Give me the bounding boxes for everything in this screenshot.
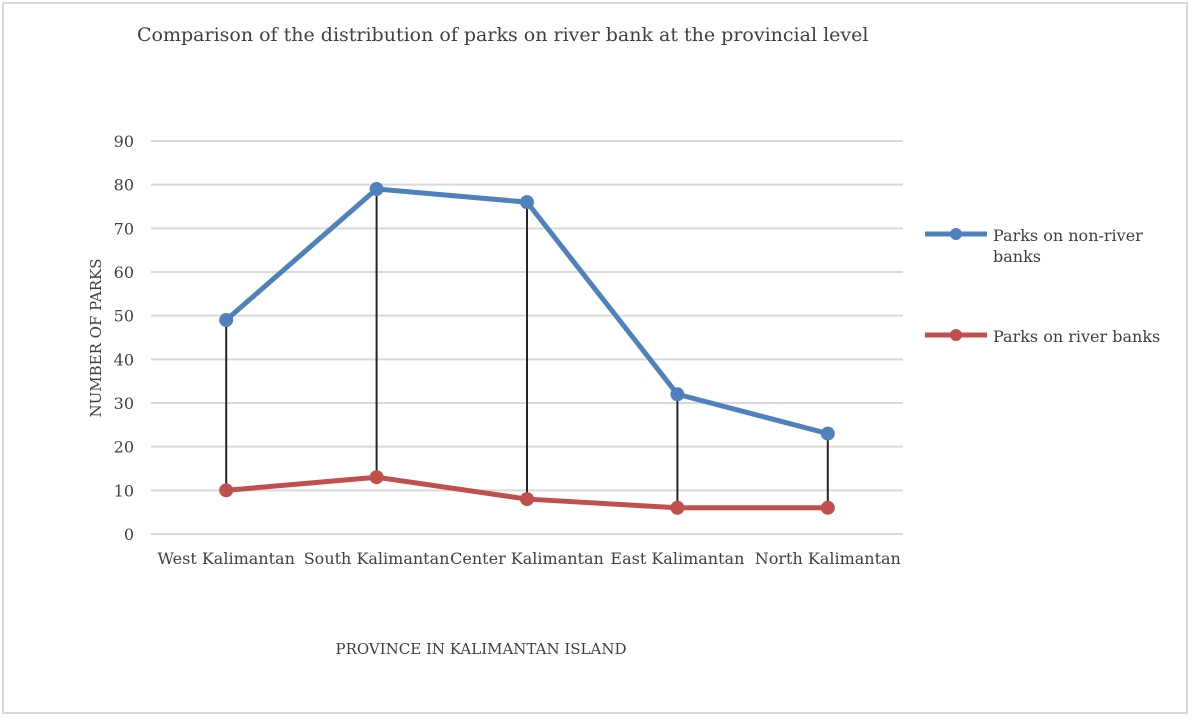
high-low-lines [225, 189, 829, 508]
gridlines [151, 140, 903, 535]
data-point [369, 470, 384, 485]
y-tick-label: 0 [124, 525, 134, 544]
data-point [219, 483, 234, 498]
x-tick-label: Center Kalimantan [450, 549, 604, 568]
series-group [219, 182, 835, 515]
data-point [219, 313, 234, 328]
data-point [520, 195, 534, 210]
legend-marker [950, 329, 962, 341]
data-point [820, 500, 835, 515]
legend-label: banks [993, 247, 1041, 266]
y-tick-label: 20 [114, 438, 134, 457]
y-axis-ticks: 0 10 20 30 40 50 60 70 80 90 [114, 132, 134, 544]
data-point [520, 492, 534, 507]
legend: Parks on non-river banks Parks on river ba… [925, 226, 1160, 346]
y-tick-label: 40 [114, 350, 134, 369]
data-point [369, 182, 384, 197]
y-tick-label: 60 [114, 263, 134, 282]
y-tick-label: 90 [114, 132, 134, 151]
chart-title: Comparison of the distribution of parks … [137, 24, 868, 46]
y-axis-label: NUMBER OF PARKS [87, 259, 105, 418]
x-tick-label: South Kalimantan [304, 549, 450, 568]
x-tick-label: East Kalimantan [610, 549, 744, 568]
legend-label: Parks on river banks [993, 327, 1160, 346]
data-point [820, 426, 835, 441]
y-tick-label: 50 [114, 307, 134, 326]
legend-marker [950, 228, 962, 240]
legend-label: Parks on non-river [993, 226, 1143, 245]
x-tick-label: North Kalimantan [755, 549, 901, 568]
y-tick-label: 30 [114, 394, 134, 413]
x-tick-label: West Kalimantan [158, 549, 295, 568]
data-point [670, 387, 685, 402]
x-axis-label: PROVINCE IN KALIMANTAN ISLAND [335, 640, 626, 658]
y-tick-label: 10 [114, 481, 134, 500]
y-tick-label: 70 [114, 219, 134, 238]
y-tick-label: 80 [114, 176, 134, 195]
data-point [670, 500, 685, 515]
x-axis-ticks: West Kalimantan South Kalimantan Center Ka… [158, 549, 901, 568]
